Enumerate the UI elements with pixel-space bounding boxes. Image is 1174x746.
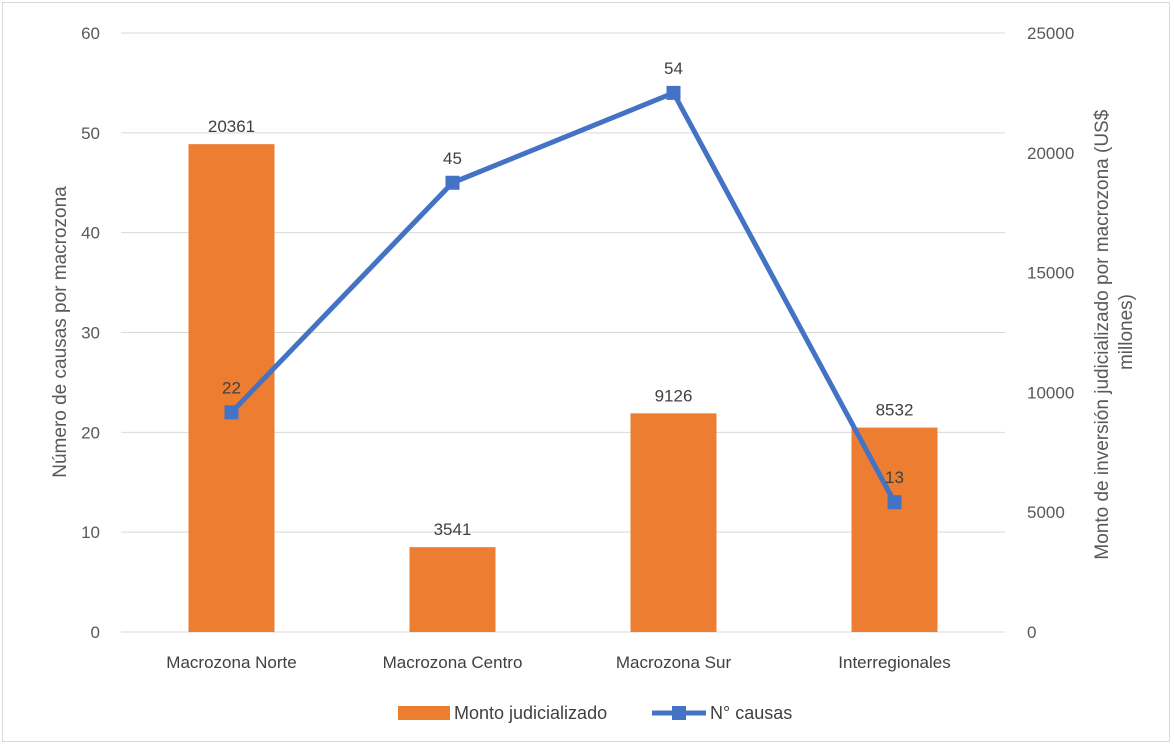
y-tick-label: 60 [81,24,100,43]
x-tick-label: Macrozona Sur [616,653,732,672]
y-tick-label: 20 [81,423,100,442]
left-axis-ticks: 0 10 20 30 40 50 60 [81,24,100,642]
x-tick-label: Macrozona Norte [166,653,296,672]
bar [851,427,938,632]
bar-series-monto-judicializado [188,144,938,632]
line-marker [666,85,681,100]
legend-swatch-bar [398,706,450,720]
y2-tick-label: 0 [1027,623,1036,642]
category-axis-ticks: Macrozona Norte Macrozona Centro Macrozona… [166,653,950,672]
y2-tick-label: 5000 [1027,503,1065,522]
y-tick-label: 50 [81,124,100,143]
y2-tick-label: 15000 [1027,264,1074,283]
y2-tick-label: 20000 [1027,144,1074,163]
bar [630,413,717,632]
right-axis-title: Monto de inversión judicializado por mac… [1092,104,1137,559]
bar-value-label: 9126 [655,386,693,405]
series-line [229,90,897,505]
line-marker [224,405,239,420]
x-tick-label: Macrozona Centro [383,653,523,672]
line-value-label: 22 [222,378,241,397]
line-marker [445,175,460,190]
bar [188,144,275,632]
bar-value-label: 3541 [434,520,472,539]
y-tick-label: 0 [91,623,100,642]
right-axis-title-line-1: Monto de inversión judicializado por mac… [1092,109,1113,559]
data-labels: 20361 3541 9126 8532 22 45 54 13 [208,59,914,539]
bar [409,547,496,632]
x-tick-label: Interregionales [838,653,950,672]
line-value-label: 13 [885,468,904,487]
legend-label-bar: Monto judicializado [454,703,607,723]
y2-tick-label: 10000 [1027,383,1074,402]
bar-value-label: 20361 [208,117,255,136]
right-axis-title-line-2: millones) [1116,294,1137,370]
line-value-label: 45 [443,149,462,168]
y-tick-label: 40 [81,224,100,243]
left-axis-title: Número de causas por macrozona [50,186,71,478]
y-tick-label: 10 [81,523,100,542]
legend-swatch-marker [672,706,686,720]
right-axis-ticks: 0 5000 10000 15000 20000 25000 [1027,24,1074,642]
legend: Monto judicializado N° causas [398,703,792,723]
line-marker [887,495,902,510]
y-tick-label: 30 [81,324,100,343]
legend-label-line: N° causas [710,703,792,723]
line-value-label: 54 [664,59,683,78]
y2-tick-label: 25000 [1027,24,1074,43]
line-series-n-causas [224,85,902,510]
bar-value-label: 8532 [876,401,914,420]
